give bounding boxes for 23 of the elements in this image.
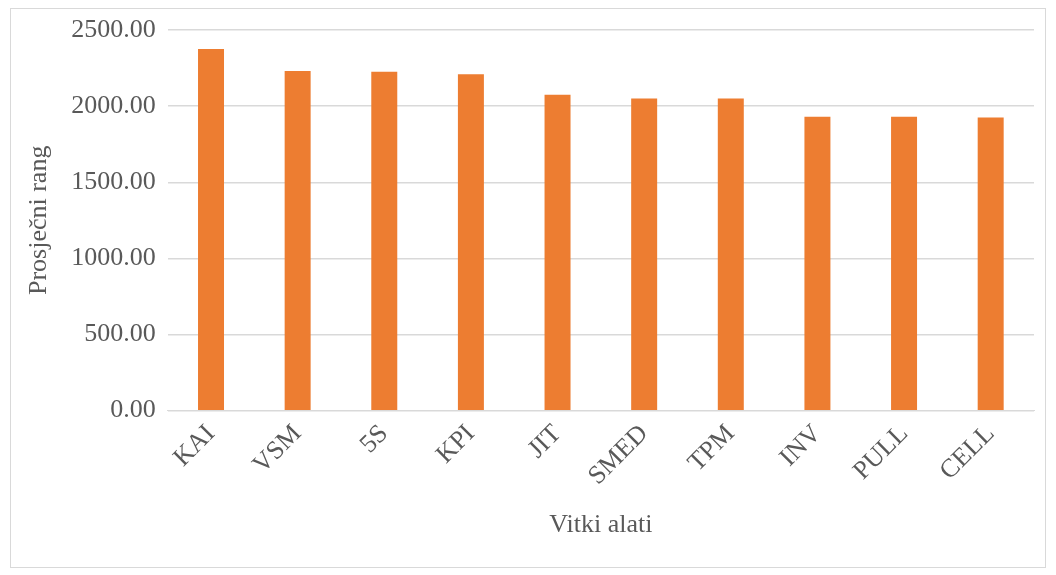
- y-tick-label: 1000.00: [71, 242, 156, 272]
- bar: [371, 71, 398, 410]
- y-tick-label: 2500.00: [71, 13, 156, 43]
- bar: [977, 117, 1004, 410]
- bar: [631, 98, 658, 410]
- y-tick-label: 500.00: [84, 318, 156, 348]
- bar: [457, 74, 484, 410]
- bar: [804, 116, 831, 410]
- x-tick-label: INV: [773, 418, 827, 472]
- bar: [891, 116, 918, 410]
- x-tick-label: KAI: [166, 418, 221, 472]
- bar: [717, 98, 744, 410]
- y-tick-label: 2000.00: [71, 89, 156, 119]
- bar: [284, 71, 311, 410]
- x-tick-label: 5S: [353, 418, 394, 459]
- y-tick-label: 0.00: [110, 394, 156, 424]
- y-axis-title: Prosječni rang: [23, 145, 53, 296]
- bar: [198, 49, 225, 410]
- x-tick-label: JIT: [521, 418, 567, 464]
- x-tick-label: KPI: [429, 418, 480, 469]
- y-tick-label: 1500.00: [71, 166, 156, 196]
- bar: [544, 94, 571, 410]
- x-axis-title: Vitki alati: [549, 509, 653, 539]
